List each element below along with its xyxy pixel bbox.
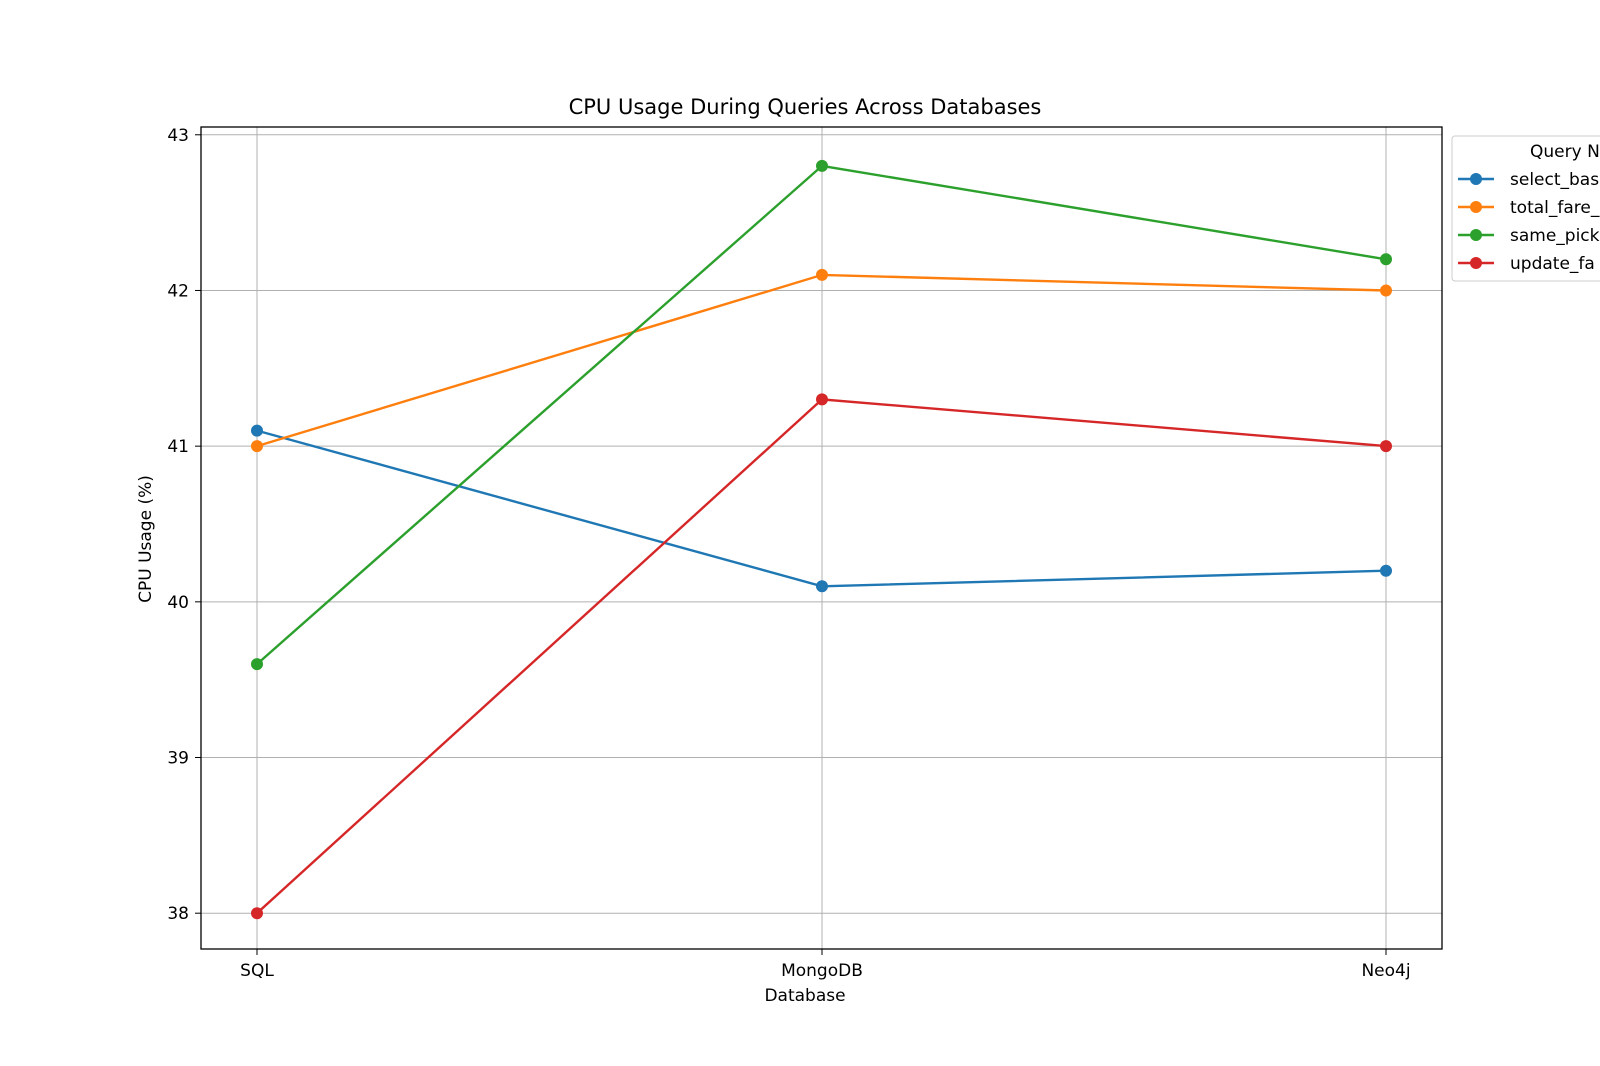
y-tick-label: 41: [167, 437, 189, 457]
series-select-bas: [251, 424, 1392, 593]
data-point: [816, 159, 828, 172]
data-point: [1380, 284, 1392, 297]
x-axis-title: Database: [764, 986, 845, 1006]
grid-lines: [201, 127, 1442, 949]
y-axis-title: CPU Usage (%): [136, 475, 156, 603]
data-point: [816, 580, 828, 593]
data-point: [251, 907, 263, 920]
y-tick-label: 42: [167, 281, 189, 301]
y-tick-label: 38: [167, 904, 189, 924]
data-point: [1380, 440, 1392, 453]
legend-marker: [1470, 229, 1482, 241]
data-point: [251, 440, 263, 453]
chart-title: CPU Usage During Queries Across Database…: [569, 95, 1042, 119]
legend-entry: same_pick: [1458, 226, 1600, 246]
legend-label: total_fare_: [1510, 198, 1600, 218]
series-total-fare: [251, 268, 1392, 453]
data-point: [251, 658, 263, 671]
legend-marker: [1470, 173, 1482, 185]
legend-label: update_fa: [1510, 254, 1595, 274]
series-update-fa: [251, 393, 1392, 920]
legend-label: same_pick: [1510, 226, 1600, 246]
legend: Query N select_bas total_fare_ same_pickup…: [1451, 135, 1600, 282]
series-same-pick: [251, 159, 1392, 671]
x-tick-label: Neo4j: [1361, 961, 1410, 981]
data-point: [251, 424, 263, 437]
y-tick-label: 40: [167, 593, 189, 613]
data-point: [816, 268, 828, 281]
data-point: [1380, 253, 1392, 266]
legend-entry: select_bas: [1458, 170, 1599, 190]
x-tick-label: MongoDB: [781, 961, 863, 981]
data-point: [816, 393, 828, 406]
legend-box: [1451, 135, 1600, 282]
x-tick-label: SQL: [240, 961, 274, 981]
axis-ticks: SQL MongoDB Neo4j 38 39 40 41 42 43: [167, 126, 1410, 981]
y-tick-label: 43: [167, 126, 189, 146]
legend-entry: update_fa: [1458, 254, 1595, 274]
data-point: [1380, 564, 1392, 577]
legend-marker: [1470, 201, 1482, 213]
legend-title: Query N: [1530, 142, 1600, 162]
series-layer: [251, 159, 1392, 920]
y-tick-label: 39: [167, 749, 189, 769]
legend-marker: [1470, 257, 1482, 269]
legend-label: select_bas: [1510, 170, 1599, 190]
legend-entry: total_fare_: [1458, 198, 1600, 218]
